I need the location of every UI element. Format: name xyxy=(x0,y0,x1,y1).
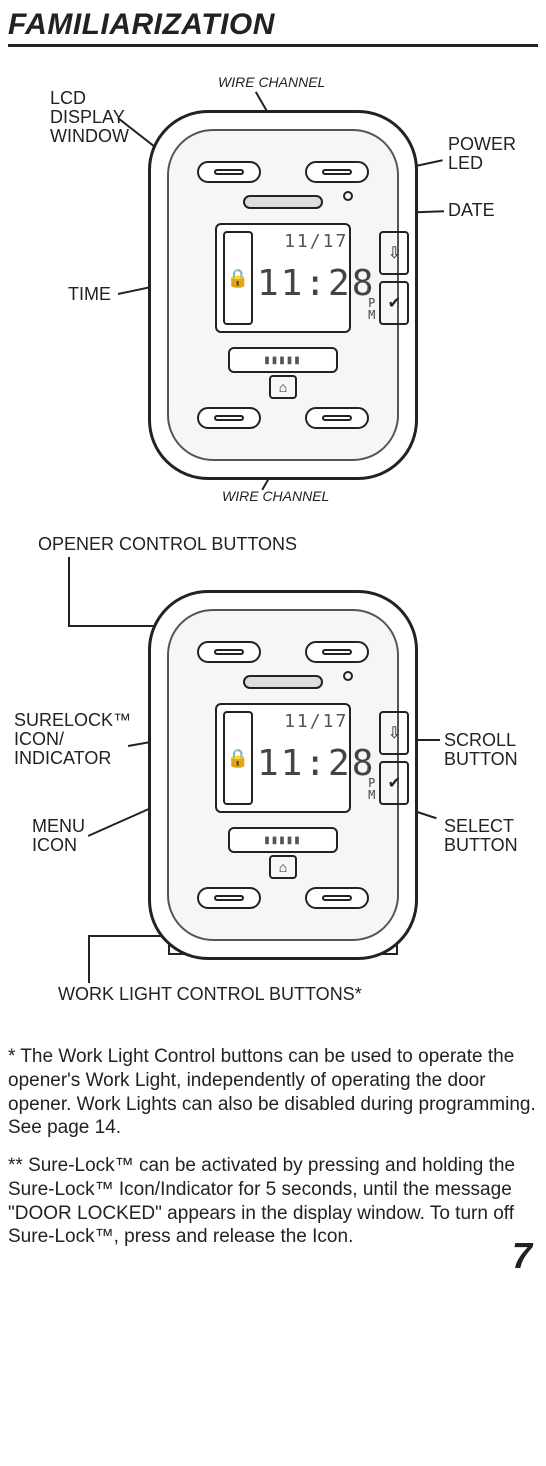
select-button[interactable]: ✔ xyxy=(379,281,409,325)
lcd-time: 11:28 P M xyxy=(257,263,375,325)
button-slot xyxy=(322,415,352,421)
brand-logo: ▮▮▮▮▮ xyxy=(228,347,338,373)
button-slot xyxy=(322,649,352,655)
lcd-time-value: 11:28 xyxy=(257,743,375,784)
leader-line xyxy=(88,935,168,937)
worklight-button-left[interactable] xyxy=(197,887,261,909)
button-slot xyxy=(214,169,244,175)
lcd-ampm: P M xyxy=(368,777,377,801)
figure-1: WIRE CHANNEL LCD DISPLAY WINDOW POWER LE… xyxy=(8,75,538,505)
surelock-icon[interactable]: 🔒 xyxy=(223,231,253,325)
brand-logo: ▮▮▮▮▮ xyxy=(228,827,338,853)
page-title: FAMILIARIZATION xyxy=(8,8,538,47)
lcd-ampm: P M xyxy=(368,297,377,321)
center-pill xyxy=(243,675,323,689)
scroll-button[interactable]: ⇩ xyxy=(379,711,409,755)
surelock-label: SURELOCK™ ICON/ INDICATOR xyxy=(14,711,131,768)
opener-control-label: OPENER CONTROL BUTTONS xyxy=(38,535,297,554)
time-label: TIME xyxy=(68,285,111,304)
leader-line xyxy=(88,935,90,983)
menu-icon-label: MENU ICON xyxy=(32,817,85,855)
opener-button-left[interactable] xyxy=(197,641,261,663)
footnote-2: ** Sure-Lock™ can be activated by pressi… xyxy=(8,1154,538,1249)
figure-2: OPENER CONTROL BUTTONS SURELOCK™ ICON/ I… xyxy=(8,535,538,1015)
opener-button-left[interactable] xyxy=(197,161,261,183)
worklight-button-right[interactable] xyxy=(305,407,369,429)
power-led-label: POWER LED xyxy=(448,135,516,173)
scroll-button[interactable]: ⇩ xyxy=(379,231,409,275)
lcd-window: 🔒 11/17 11:28 P M ⇩ ✔ xyxy=(215,223,351,333)
lcd-date: 11/17 xyxy=(257,231,375,259)
lcd-time-value: 11:28 xyxy=(257,263,375,304)
work-light-label: WORK LIGHT CONTROL BUTTONS* xyxy=(58,985,362,1004)
device-outline: 🔒 11/17 11:28 P M ⇩ ✔ ▮▮▮▮▮ ⌂ xyxy=(148,590,418,960)
leader-line xyxy=(68,557,70,625)
opener-button-right[interactable] xyxy=(305,641,369,663)
button-slot xyxy=(214,895,244,901)
lcd-side-buttons: ⇩ ✔ xyxy=(379,711,409,805)
opener-button-right[interactable] xyxy=(305,161,369,183)
power-led-icon xyxy=(343,191,353,201)
button-slot xyxy=(214,415,244,421)
date-label: DATE xyxy=(448,201,495,220)
lcd-side-buttons: ⇩ ✔ xyxy=(379,231,409,325)
scroll-button-label: SCROLL BUTTON xyxy=(444,731,518,769)
device-inner: 🔒 11/17 11:28 P M ⇩ ✔ ▮▮▮▮▮ ⌂ xyxy=(167,129,399,461)
footnote-1: * The Work Light Control buttons can be … xyxy=(8,1045,538,1140)
button-slot xyxy=(322,169,352,175)
home-icon: ⌂ xyxy=(269,375,297,399)
worklight-button-row: ⌂ xyxy=(197,407,369,429)
surelock-icon[interactable]: 🔒 xyxy=(223,711,253,805)
center-pill xyxy=(243,195,323,209)
device-outline: 🔒 11/17 11:28 P M ⇩ ✔ ▮▮▮▮▮ ⌂ xyxy=(148,110,418,480)
home-icon: ⌂ xyxy=(269,855,297,879)
worklight-button-row: ⌂ xyxy=(197,887,369,909)
power-led-icon xyxy=(343,671,353,681)
wire-channel-top-label: WIRE CHANNEL xyxy=(218,75,325,90)
select-button[interactable]: ✔ xyxy=(379,761,409,805)
lcd-window: 🔒 11/17 11:28 P M ⇩ ✔ xyxy=(215,703,351,813)
body-text: * The Work Light Control buttons can be … xyxy=(8,1045,538,1249)
device-inner: 🔒 11/17 11:28 P M ⇩ ✔ ▮▮▮▮▮ ⌂ xyxy=(167,609,399,941)
worklight-button-left[interactable] xyxy=(197,407,261,429)
page: FAMILIARIZATION WIRE CHANNEL LCD DISPLAY… xyxy=(0,0,546,1283)
button-slot xyxy=(322,895,352,901)
opener-button-row xyxy=(197,161,369,183)
lcd-time: 11:28 P M xyxy=(257,743,375,805)
lcd-date: 11/17 xyxy=(257,711,375,739)
opener-button-row xyxy=(197,641,369,663)
select-button-label: SELECT BUTTON xyxy=(444,817,518,855)
wire-channel-bottom-label: WIRE CHANNEL xyxy=(222,489,329,504)
button-slot xyxy=(214,649,244,655)
page-number: 7 xyxy=(512,1235,532,1277)
worklight-button-right[interactable] xyxy=(305,887,369,909)
